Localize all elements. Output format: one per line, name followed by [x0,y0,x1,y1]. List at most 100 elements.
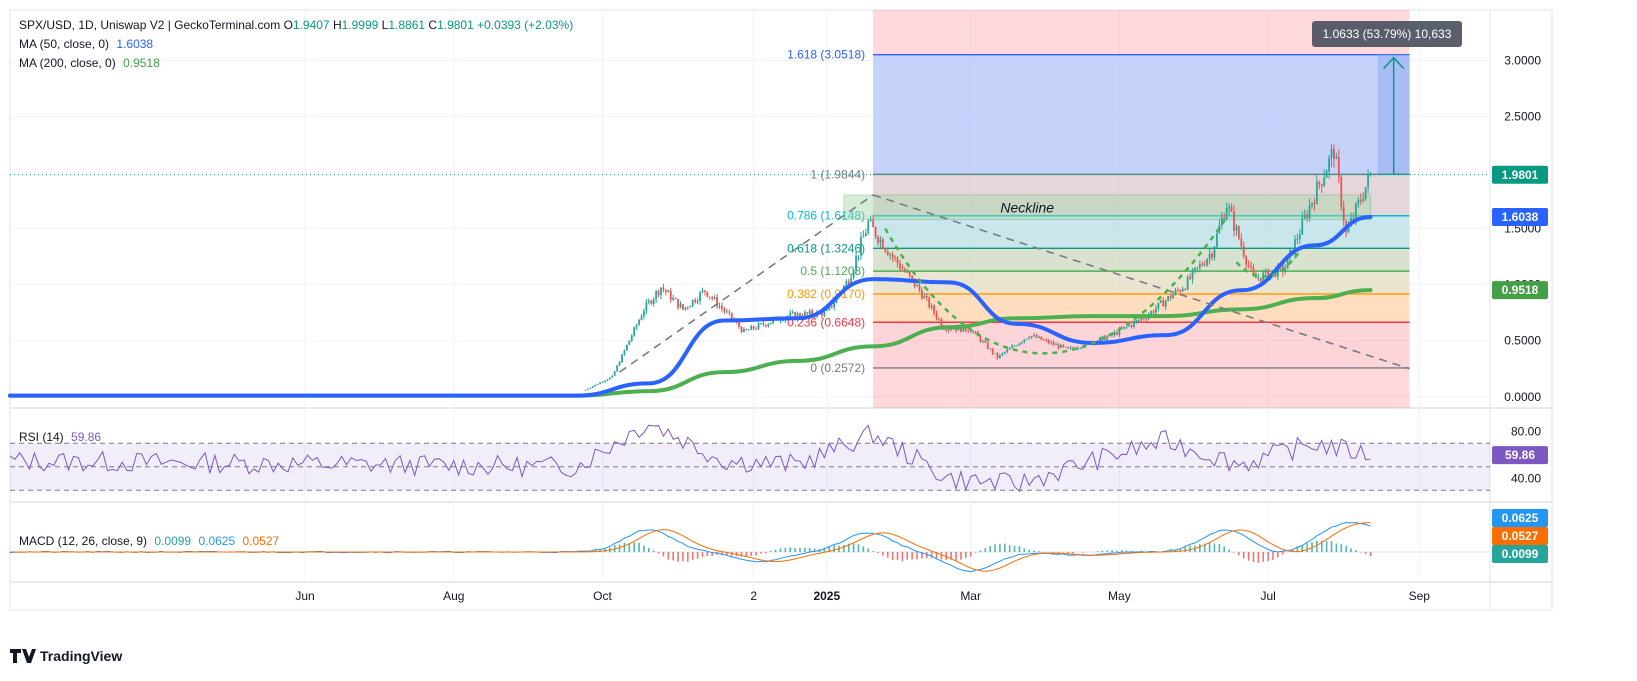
macd-histogram-bar [1238,552,1240,555]
candle-body [906,272,908,273]
candle-body [585,390,587,391]
rsi-badge-label: 59.86 [1505,448,1535,462]
candle-body [936,313,938,318]
macd-histogram-bar [960,552,962,560]
time-tick-label: Aug [443,589,464,603]
macd-histogram-bar [775,550,777,552]
macd-histogram-bar [1102,551,1104,552]
candle-body [763,323,765,325]
macd-histogram-bar [1228,549,1230,552]
candle-body [706,292,708,297]
neckline-label: Neckline [1000,199,1054,215]
macd-histogram-bar [1038,551,1040,552]
candle-body [877,237,879,243]
macd-histogram-bar [902,552,904,561]
macd-histogram-bar [1106,551,1108,552]
time-tick-label: May [1108,589,1131,603]
candle-body [677,299,679,308]
candle-body [1053,342,1055,345]
rsi-legend[interactable]: RSI (14) 59.86 [19,428,101,447]
macd-histogram-bar [1214,544,1216,552]
candle-body [1340,177,1342,207]
macd-histogram-bar [989,546,991,552]
candle-body [1048,340,1050,343]
rsi-label: RSI (14) [19,430,64,444]
candle-body [692,300,694,306]
candle-body [687,307,689,308]
candle-body [1238,226,1240,238]
candle-body [904,269,906,272]
macd-histogram-bar [1306,543,1308,552]
candle-body [599,383,601,385]
candle-body [626,345,628,350]
macd-histogram-bar [1316,541,1318,552]
fib-level-label: 0 (0.2572) [810,361,865,375]
candle-body [1306,215,1308,219]
candle-body [1031,336,1033,337]
macd-histogram-bar [1116,551,1118,552]
candle-body [689,306,691,307]
candle-body [831,306,833,307]
candle-body [684,307,686,309]
candle-body [1257,278,1259,279]
candle-body [1136,320,1138,321]
macd-histogram-bar [877,552,879,553]
macd-histogram-bar [955,552,957,560]
candle-body [1128,325,1130,326]
macd-histogram-bar [692,552,694,560]
candle-body [933,306,935,314]
candle-body [1033,335,1035,336]
macd-histogram-bar [1267,552,1269,561]
candle-body [1318,182,1320,185]
ma200-legend[interactable]: MA (200, close, 0) 0.9518 [19,54,160,73]
candle-body [1226,208,1228,220]
candle-body [1011,346,1013,348]
candle-body [1028,337,1030,338]
candle-body [1170,296,1172,298]
tradingview-logo[interactable]: TradingView [10,648,122,664]
candle-body [631,336,633,341]
candle-body [980,336,982,341]
candle-body [619,362,621,365]
candle-body [728,311,730,312]
candle-body [1323,178,1325,186]
macd-line-value: 0.0625 [198,534,235,548]
candle-body [1355,204,1357,219]
tradingview-logo-icon [10,649,36,663]
time-tick-label: 2025 [813,589,840,603]
candle-body [1365,187,1367,199]
candle-body [780,321,782,322]
price-tick-label: 0.0000 [1504,390,1541,404]
candle-body [1353,218,1355,219]
candle-body [1155,308,1157,312]
candle-body [616,366,618,372]
ma50-value: 1.6038 [116,37,153,51]
candle-body [1338,157,1340,177]
macd-histogram-bar [633,542,635,552]
tradingview-wordmark: TradingView [40,648,122,664]
macd-histogram-bar [1233,552,1235,553]
candle-body [1360,200,1362,201]
candle-body [845,281,847,286]
macd-histogram-bar [770,551,772,552]
candle-body [1367,174,1369,187]
macd-histogram-bar [672,552,674,560]
time-tick-label: Sep [1409,589,1431,603]
candle-body [1333,149,1335,159]
candle-body [1004,352,1006,353]
symbol-legend: SPX/USD, 1D, Uniswap V2 | GeckoTerminal.… [19,16,573,35]
macd-histogram-bar [707,552,709,556]
candle-body [1214,247,1216,258]
candle-body [911,276,913,279]
macd-histogram-bar [892,552,894,560]
macd-histogram-bar [872,551,874,552]
ma50-legend[interactable]: MA (50, close, 0) 1.6038 [19,35,153,54]
candle-body [887,251,889,255]
candle-body [638,320,640,325]
ma200-value: 0.9518 [123,56,160,70]
macd-legend[interactable]: MACD (12, 26, close, 9) 0.0099 0.0625 0.… [19,532,279,551]
candle-body [1299,234,1301,239]
candle-body [658,291,660,295]
macd-histogram-bar [697,552,699,559]
candle-body [972,332,974,333]
